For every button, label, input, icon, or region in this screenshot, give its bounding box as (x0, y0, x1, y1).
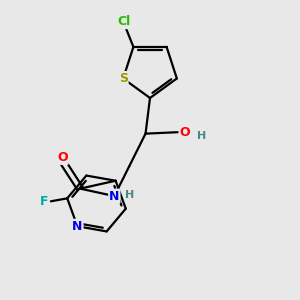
Text: O: O (57, 151, 68, 164)
Text: H: H (197, 131, 206, 141)
Text: O: O (179, 126, 190, 139)
Text: N: N (109, 190, 119, 202)
Text: H: H (125, 190, 134, 200)
Text: N: N (72, 220, 82, 233)
Text: S: S (118, 72, 127, 85)
Text: Cl: Cl (118, 15, 131, 28)
Text: F: F (40, 195, 49, 208)
